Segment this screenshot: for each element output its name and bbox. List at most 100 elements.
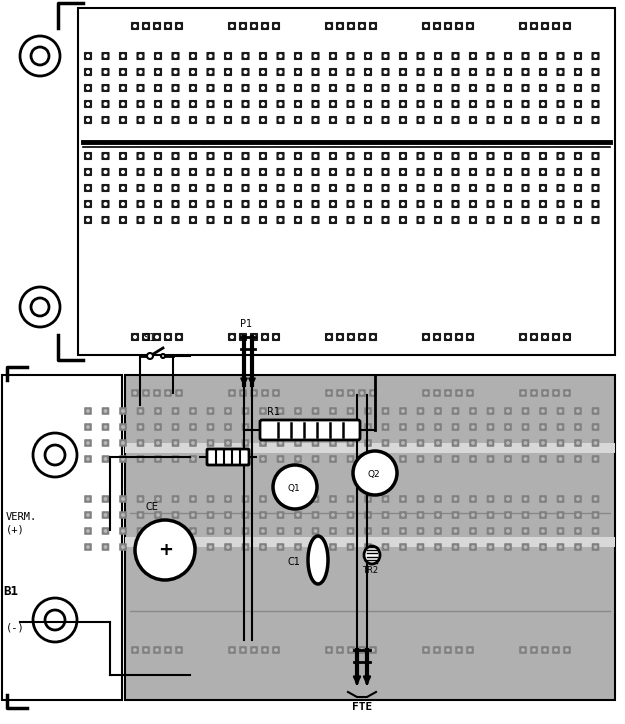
- FancyBboxPatch shape: [364, 216, 372, 224]
- FancyBboxPatch shape: [224, 495, 232, 502]
- Circle shape: [524, 410, 527, 412]
- Text: C1: C1: [288, 557, 301, 567]
- Circle shape: [472, 103, 474, 105]
- Circle shape: [87, 55, 89, 57]
- FancyBboxPatch shape: [364, 511, 372, 519]
- Circle shape: [594, 498, 597, 500]
- Circle shape: [436, 25, 438, 28]
- Circle shape: [157, 530, 159, 532]
- Circle shape: [454, 155, 457, 157]
- Circle shape: [147, 353, 153, 359]
- FancyBboxPatch shape: [206, 84, 214, 92]
- Circle shape: [542, 219, 544, 222]
- FancyBboxPatch shape: [224, 511, 232, 519]
- Circle shape: [507, 546, 509, 548]
- FancyBboxPatch shape: [444, 647, 452, 654]
- FancyBboxPatch shape: [399, 455, 407, 463]
- Circle shape: [437, 171, 439, 173]
- FancyBboxPatch shape: [102, 495, 109, 502]
- Circle shape: [489, 530, 492, 532]
- Circle shape: [253, 649, 255, 651]
- FancyBboxPatch shape: [592, 511, 599, 519]
- Circle shape: [192, 458, 194, 460]
- Circle shape: [139, 410, 142, 412]
- FancyBboxPatch shape: [364, 439, 372, 447]
- FancyBboxPatch shape: [294, 52, 302, 60]
- FancyBboxPatch shape: [591, 216, 599, 224]
- Circle shape: [167, 25, 169, 28]
- FancyBboxPatch shape: [164, 333, 172, 341]
- FancyBboxPatch shape: [574, 184, 582, 192]
- FancyBboxPatch shape: [434, 184, 442, 192]
- FancyBboxPatch shape: [591, 168, 599, 176]
- Circle shape: [559, 458, 562, 460]
- Circle shape: [472, 203, 474, 206]
- Circle shape: [174, 546, 177, 548]
- FancyBboxPatch shape: [451, 216, 459, 224]
- FancyBboxPatch shape: [189, 84, 197, 92]
- FancyBboxPatch shape: [119, 511, 127, 519]
- Circle shape: [157, 155, 159, 157]
- FancyBboxPatch shape: [172, 407, 179, 415]
- FancyBboxPatch shape: [119, 52, 127, 60]
- FancyBboxPatch shape: [574, 527, 582, 535]
- FancyBboxPatch shape: [259, 455, 267, 463]
- FancyBboxPatch shape: [294, 495, 302, 502]
- FancyBboxPatch shape: [84, 200, 92, 208]
- Circle shape: [489, 103, 492, 105]
- FancyBboxPatch shape: [224, 168, 232, 176]
- Circle shape: [45, 610, 65, 630]
- FancyBboxPatch shape: [206, 216, 214, 224]
- FancyBboxPatch shape: [136, 68, 144, 76]
- FancyBboxPatch shape: [224, 543, 232, 551]
- FancyBboxPatch shape: [175, 22, 183, 30]
- Circle shape: [244, 546, 247, 548]
- Circle shape: [507, 442, 509, 445]
- FancyBboxPatch shape: [347, 333, 355, 341]
- Circle shape: [262, 155, 264, 157]
- FancyBboxPatch shape: [102, 455, 109, 463]
- FancyBboxPatch shape: [294, 511, 302, 519]
- FancyBboxPatch shape: [250, 647, 258, 654]
- Circle shape: [349, 103, 352, 105]
- FancyBboxPatch shape: [154, 52, 162, 60]
- FancyBboxPatch shape: [399, 100, 407, 108]
- Circle shape: [192, 87, 194, 89]
- Circle shape: [402, 103, 404, 105]
- Circle shape: [174, 498, 177, 500]
- FancyBboxPatch shape: [312, 527, 319, 535]
- FancyBboxPatch shape: [224, 455, 232, 463]
- FancyBboxPatch shape: [272, 333, 280, 341]
- Circle shape: [134, 25, 136, 28]
- Circle shape: [350, 25, 352, 28]
- Circle shape: [384, 442, 387, 445]
- Circle shape: [332, 71, 334, 73]
- Circle shape: [437, 546, 439, 548]
- FancyBboxPatch shape: [381, 184, 389, 192]
- FancyBboxPatch shape: [539, 424, 547, 431]
- FancyBboxPatch shape: [189, 216, 197, 224]
- FancyBboxPatch shape: [84, 511, 92, 519]
- FancyBboxPatch shape: [466, 22, 474, 30]
- FancyBboxPatch shape: [137, 495, 144, 502]
- Circle shape: [174, 171, 177, 173]
- Circle shape: [489, 171, 492, 173]
- Circle shape: [253, 392, 255, 394]
- Circle shape: [489, 219, 492, 222]
- Circle shape: [367, 55, 369, 57]
- Circle shape: [436, 649, 438, 651]
- Circle shape: [458, 25, 460, 28]
- FancyBboxPatch shape: [434, 495, 442, 502]
- Circle shape: [87, 71, 89, 73]
- Circle shape: [332, 55, 334, 57]
- Circle shape: [157, 55, 159, 57]
- FancyBboxPatch shape: [539, 407, 547, 415]
- FancyBboxPatch shape: [469, 216, 477, 224]
- FancyBboxPatch shape: [294, 184, 302, 192]
- FancyBboxPatch shape: [521, 184, 529, 192]
- Circle shape: [507, 498, 509, 500]
- FancyBboxPatch shape: [563, 647, 571, 654]
- Text: CE: CE: [145, 502, 158, 512]
- FancyBboxPatch shape: [455, 333, 463, 341]
- Circle shape: [332, 187, 334, 189]
